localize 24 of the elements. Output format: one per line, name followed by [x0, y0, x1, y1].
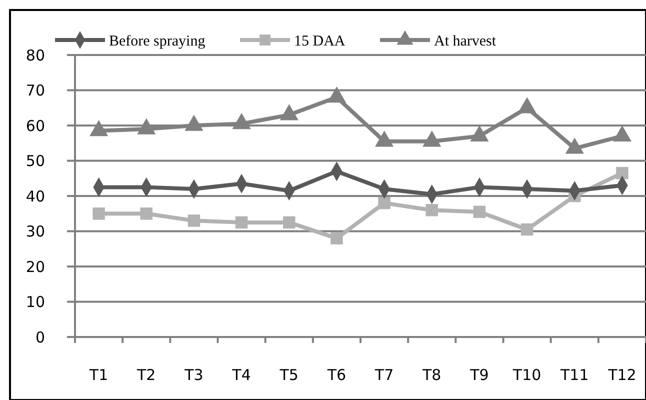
y-tick-label: 20 — [26, 258, 45, 276]
y-tick-label: 70 — [26, 82, 45, 100]
legend-label: At harvest — [434, 33, 497, 50]
y-tick-label: 30 — [26, 222, 45, 240]
y-tick-label: 40 — [26, 187, 45, 206]
x-tick-label: T11 — [560, 366, 589, 384]
legend-label: Before spraying — [109, 33, 206, 50]
x-tick-label: T5 — [278, 366, 298, 384]
y-tick-label: 60 — [26, 116, 45, 135]
x-tick-label: T4 — [231, 366, 251, 384]
y-tick-label: 0 — [35, 328, 45, 346]
x-tick-label: T8 — [422, 366, 442, 384]
x-tick-label: T1 — [88, 366, 108, 384]
x-tick-label: T9 — [469, 366, 489, 384]
y-tick-label: 10 — [26, 293, 45, 311]
x-tick-label: T6 — [326, 366, 346, 384]
legend-label: 15 DAA — [294, 33, 346, 50]
y-tick-label: 50 — [26, 152, 45, 170]
x-tick-label: T2 — [136, 366, 156, 384]
x-tick-label: T3 — [184, 366, 204, 384]
x-tick-label: T10 — [512, 366, 542, 384]
x-tick-label: T7 — [374, 366, 394, 384]
x-tick-label: T12 — [607, 366, 636, 384]
y-tick-label: 80 — [26, 46, 45, 64]
